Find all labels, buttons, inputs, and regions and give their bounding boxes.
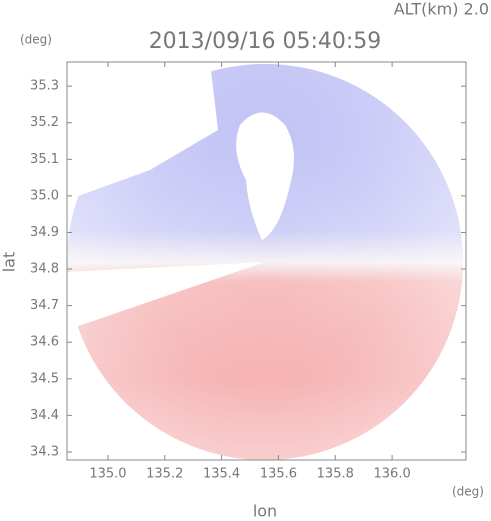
x-tick-label: 135.6	[260, 467, 297, 482]
x-tick-label: 135.0	[89, 467, 126, 482]
x-tick-label: 135.2	[146, 467, 183, 482]
radar-field	[67, 62, 463, 460]
y-tick-label: 34.3	[30, 444, 59, 459]
y-axis-label: lat	[0, 252, 19, 273]
x-tick-label: 135.8	[317, 467, 354, 482]
y-unit: (deg)	[20, 33, 52, 47]
y-tick-label: 34.4	[30, 408, 59, 423]
y-tick-label: 35.3	[30, 79, 59, 94]
chart-title: 2013/09/16 05:40:59	[149, 29, 382, 54]
y-tick-label: 34.5	[30, 371, 59, 386]
x-axis-label: lon	[253, 502, 277, 521]
y-tick-label: 34.7	[30, 298, 59, 313]
altitude-label: ALT(km) 2.0	[394, 0, 489, 19]
x-tick-label: 136.0	[374, 467, 411, 482]
x-tick-label: 135.4	[203, 467, 240, 482]
x-unit: (deg)	[452, 485, 484, 499]
y-tick-label: 34.9	[30, 225, 59, 240]
y-tick-label: 34.6	[30, 335, 59, 350]
plot-frame	[66, 61, 467, 461]
y-tick-label: 35.1	[30, 152, 59, 167]
y-tick-label: 35.2	[30, 115, 59, 130]
y-tick-label: 35.0	[30, 188, 59, 203]
y-tick-label: 34.8	[30, 262, 59, 277]
